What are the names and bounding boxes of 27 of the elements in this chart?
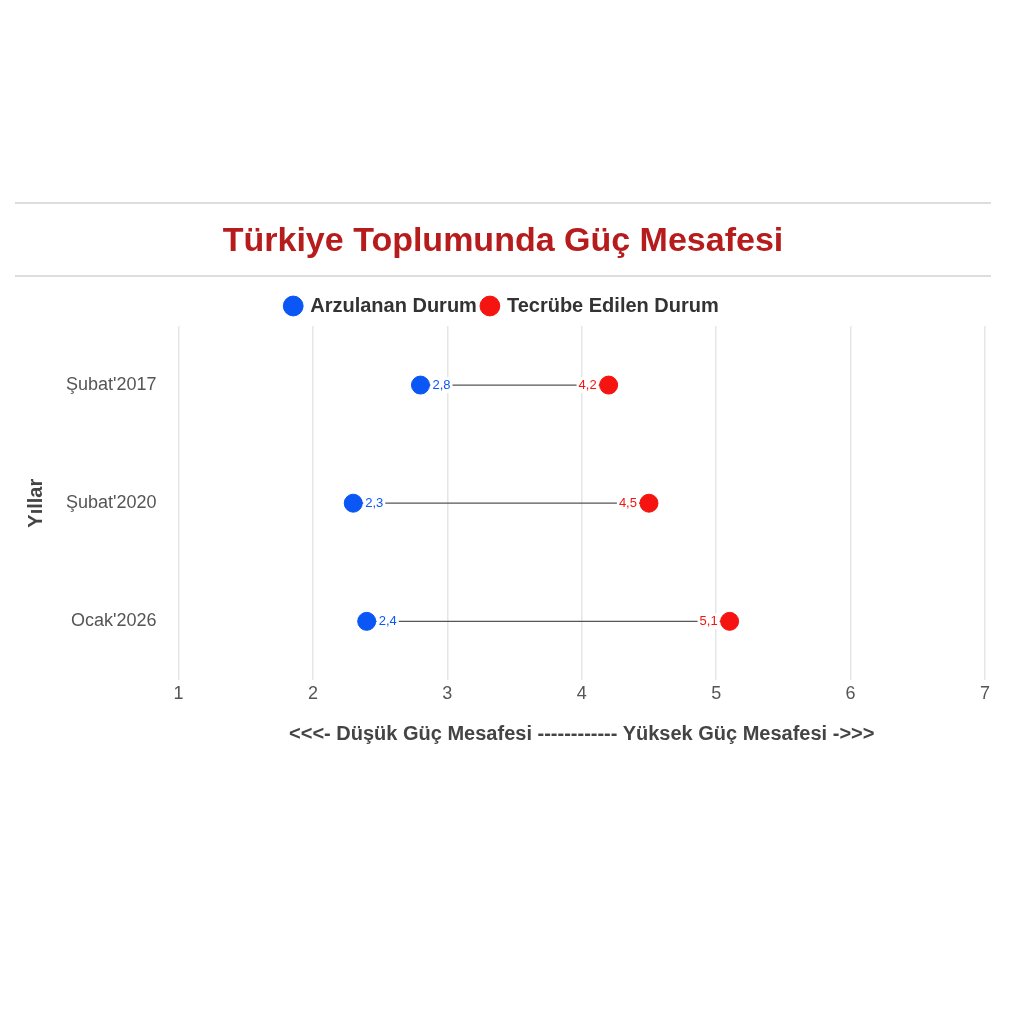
y-tick-label: Ocak'2026: [71, 610, 157, 631]
x-tick-label: 2: [307, 683, 318, 704]
legend-label: Tecrübe Edilen Durum: [506, 293, 719, 316]
x-tick-label: 6: [845, 683, 856, 704]
legend-label: Arzulanan Durum: [310, 293, 477, 316]
x-axis-title: <<<- Düşük Güç Mesafesi ------------ Yüksek Güç Mesafesi ->>>: [289, 721, 875, 744]
data-label: 5,1: [699, 612, 718, 628]
chart-title: Türkiye Toplumunda Güç Mesafesi: [15, 202, 991, 277]
y-tick-label: Şubat'2017: [65, 374, 157, 395]
y-axis-title: Yıllar: [23, 478, 46, 528]
data-label: 4,5: [618, 494, 637, 510]
point: [357, 611, 377, 631]
data-label: 2,8: [432, 376, 451, 392]
y-tick-label: Şubat'2020: [65, 492, 157, 513]
x-tick-label: 5: [711, 683, 722, 704]
point: [720, 611, 740, 631]
point: [639, 493, 659, 513]
x-tick-label: 7: [979, 683, 991, 704]
x-tick-label: 1: [173, 683, 184, 704]
x-tick-label: 4: [576, 683, 587, 704]
point: [343, 493, 363, 513]
x-tick-label: 3: [442, 683, 453, 704]
data-label: 4,2: [578, 376, 597, 392]
point: [410, 375, 430, 395]
point: [599, 375, 619, 395]
data-label: 2,3: [365, 494, 384, 510]
data-label: 2,4: [378, 612, 397, 628]
